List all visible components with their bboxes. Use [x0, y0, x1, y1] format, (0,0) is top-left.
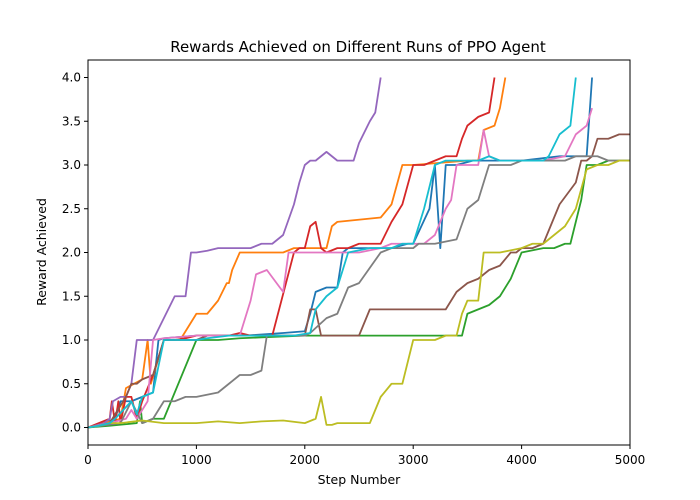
y-axis: 0.0 0.5 1.0 1.5 2.0 2.5 3.0 3.5 4.0: [62, 71, 88, 435]
y-tick-label: 1.0: [62, 333, 81, 347]
y-tick-label: 0.5: [62, 377, 81, 391]
series-line-3: [88, 159, 630, 429]
y-tick-label: 2.0: [62, 246, 81, 260]
y-tick-label: 2.5: [62, 202, 81, 216]
plot-area: [88, 77, 630, 429]
series-group: [88, 77, 630, 429]
y-tick-label: 4.0: [62, 71, 81, 85]
y-tick-label: 3.5: [62, 114, 81, 128]
y-tick-label: 0.0: [62, 421, 81, 435]
x-tick-label: 5000: [615, 453, 646, 467]
x-tick-label: 0: [84, 453, 92, 467]
series-line-10: [88, 77, 577, 429]
y-tick-label: 1.5: [62, 289, 81, 303]
x-axis-label: Step Number: [318, 472, 402, 487]
y-tick-label: 3.0: [62, 158, 81, 172]
series-line-4: [88, 77, 496, 429]
x-tick-label: 2000: [290, 453, 321, 467]
x-tick-label: 1000: [181, 453, 212, 467]
y-axis-label: Reward Achieved: [34, 198, 49, 306]
x-axis: 0 1000 2000 3000 4000 5000: [84, 445, 645, 467]
series-line-9: [88, 159, 630, 429]
x-tick-label: 3000: [398, 453, 429, 467]
chart-title: Rewards Achieved on Different Runs of PP…: [170, 38, 546, 56]
x-tick-label: 4000: [506, 453, 537, 467]
